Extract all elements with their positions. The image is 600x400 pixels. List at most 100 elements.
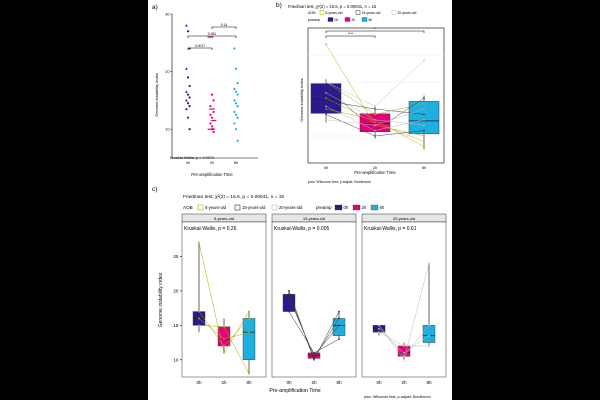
panel-c-pair-point-2-2-0 <box>378 331 380 334</box>
panel-c-xtick-label-1-1: 2h <box>311 380 317 385</box>
panel-b-legend-aob-label-0: 5-years-old <box>326 11 343 15</box>
panel-c-pair-point-0-0-1 <box>223 351 225 354</box>
panel-a-point-2h-14 <box>212 130 215 134</box>
panel-c-pair-point-1-3-2 <box>338 317 340 320</box>
panel-c-ytick-label-1: 15 <box>173 323 179 328</box>
panel-a-bracket-1 <box>187 35 237 38</box>
panel-a-point-2h-7 <box>210 116 214 119</box>
panel-b-xlabel: Pre-amplification Time <box>354 170 396 175</box>
panel-b-sig-label-1: ** <box>374 27 377 31</box>
panel-a-point-2h-9 <box>209 122 212 125</box>
panel-b-legend-aob-key-2 <box>391 10 397 15</box>
panel-b-legend-preamp-key-1 <box>344 17 351 22</box>
panel-b-xtick-label-2: 8h <box>422 166 426 170</box>
panel-a-point-0h-7 <box>186 93 190 96</box>
panel-a-point-2h-6 <box>209 113 212 116</box>
panel-b-pair-point-1-2 <box>423 102 425 105</box>
panel-c-legend-preamp-key-1 <box>352 204 361 211</box>
panel-b-legend-aob-key-1 <box>355 10 361 15</box>
panel-c-box-2-8h <box>422 325 436 343</box>
panel-c-xtick-label-2-2: 8h <box>426 380 432 385</box>
panel-c-annotation-1: Kruskal-Wallis, p = 0.005 <box>274 226 329 232</box>
panel-c-pair-point-1-0-0 <box>288 289 290 292</box>
panel-c-title: Friedman test, χ²(2) = 15.6, p = 0.00041… <box>183 194 284 200</box>
panel-c-footer: pwc: Wilcoxon test; p.adjust: Bonferroni <box>364 395 431 399</box>
panel-b-ylabel: Genome instability index <box>299 78 304 122</box>
panel-c-pair-point-0-3-1 <box>223 345 225 347</box>
panel-a-xtick-label-1: 2h <box>210 161 214 165</box>
panel-c-pair-point-0-2-1 <box>223 325 225 328</box>
panel-c-box-0-8h <box>242 318 256 360</box>
panel-c-ytick-label-3: 25 <box>173 254 179 259</box>
panel-c-pair-point-1-1-1 <box>313 354 315 357</box>
panel-c-ytick-label-0: 10 <box>173 357 179 362</box>
panel-a-xtick-label-2: 8h <box>234 161 238 165</box>
panel-c-plot: 10 15 20 25 5-years-old Kruskal-Wallis, p = 0… <box>173 213 447 385</box>
panel-a-point-8h-10 <box>234 113 238 116</box>
panel-c-legend-aob-key-0 <box>197 204 204 211</box>
panel-a-ylabel: Genome instability index <box>154 73 159 117</box>
panel-c-legend-aob-label-0: 5-years-old <box>205 205 227 210</box>
panel-a-point-2h-3 <box>209 105 212 108</box>
panel-b-legend-aob-label-1: 15-years-old <box>362 11 381 15</box>
panel-b-xtick-label-1: 2h <box>373 166 377 170</box>
panel-c-legend-aob-key-1 <box>234 204 241 211</box>
panel-c-pair-point-0-3-2 <box>248 317 250 320</box>
panel-c-legend-preamp-key-0 <box>334 204 343 211</box>
panel-c-pair-point-1-3-0 <box>288 293 290 296</box>
panel-c-legend-preamp-label-1: 2h <box>362 205 367 210</box>
panel-b-pair-point-0-2 <box>423 135 425 137</box>
panel-b-legend-aob-title: AOB <box>308 11 316 15</box>
panel-c-pair-point-0-3-0 <box>198 310 200 313</box>
panel-b-legend-preamp-title: preamp <box>308 18 320 22</box>
panel-a-point-0h-6 <box>185 90 188 93</box>
panel-a-point-0h-12 <box>185 107 188 111</box>
panel-a-point-2h-0 <box>207 36 214 38</box>
panel-b-pair-point-6-1 <box>374 129 376 132</box>
panel-a-point-0h-13 <box>186 116 190 119</box>
panel-a-point-0h-10 <box>186 102 190 105</box>
panel-a-point-0h-3 <box>185 67 188 70</box>
panel-b-pair-point-5-2 <box>423 113 425 116</box>
panel-c-pair-point-1-3-1 <box>313 357 315 360</box>
panel-b-sig-label-0: **** <box>348 32 354 36</box>
panel-c-xlabel: Pre-amplification Time <box>269 388 320 394</box>
panel-c-pair-point-1-0-2 <box>338 310 340 313</box>
panel-c-pair-point-0-1-2 <box>248 331 250 334</box>
panel-c-legend-aob-label-1: 15-years-old <box>242 205 266 210</box>
panel-b-pair-point-6-2 <box>423 119 425 121</box>
panel-c-legend-preamp-title: preamp <box>316 205 332 210</box>
panel-b-plot: 0h 2h 8h****** <box>307 27 445 170</box>
panel-a-point-2h-4 <box>209 108 215 110</box>
panel-b-pair-point-8-1 <box>374 135 376 137</box>
panel-a-label: a) <box>152 4 158 11</box>
panel-a-ytick-label-2: 30 <box>165 12 169 16</box>
panel-c-legend-aob-title: AOB <box>183 205 193 210</box>
panel-b-pair-point-7-1 <box>374 119 376 121</box>
panel-b-pair-point-0-0 <box>325 43 327 45</box>
panel-c-pair-point-1-2-0 <box>288 310 290 313</box>
panel-b-label: b) <box>276 2 282 9</box>
panel-a-point-8h-1 <box>234 67 238 70</box>
panel-c-pair-point-2-1-0 <box>378 327 380 330</box>
panel-b-legend-preamp-label-0: 0h <box>335 18 339 22</box>
panel-c-xtick-label-1-0: 0h <box>286 380 292 385</box>
panel-a-point-8h-13 <box>234 128 238 131</box>
panel-a-point-2h-8 <box>210 119 217 122</box>
panel-a-point-0h-1 <box>186 30 190 33</box>
panel-c-annotation-2: Kruskal-Wallis, p = 0.61 <box>364 226 417 232</box>
panel-c-xtick-label-0-2: 8h <box>246 380 252 385</box>
panel-a-point-0h-14 <box>188 128 191 131</box>
panel-a-point-8h-7 <box>234 102 238 105</box>
panel-c-pair-point-1-2-2 <box>338 338 340 341</box>
panel-c-xtick-label-0-0: 0h <box>196 380 202 385</box>
panel-a-bracket-label-2: 0.14 <box>221 23 228 27</box>
panel-b-pair-point-9-2 <box>423 108 425 110</box>
panel-b-legend-preamp-key-2 <box>361 17 368 22</box>
panel-c-strip-label-1: 15-years-old <box>303 216 325 221</box>
panel-b-pair-point-4-2 <box>423 140 425 143</box>
panel-a-bracket-label-1: 0.081 <box>208 32 217 36</box>
panel-a-point-8h-6 <box>233 99 236 102</box>
panel-b-box-8h <box>408 101 440 135</box>
panel-b-pair-point-10-0 <box>325 81 327 83</box>
